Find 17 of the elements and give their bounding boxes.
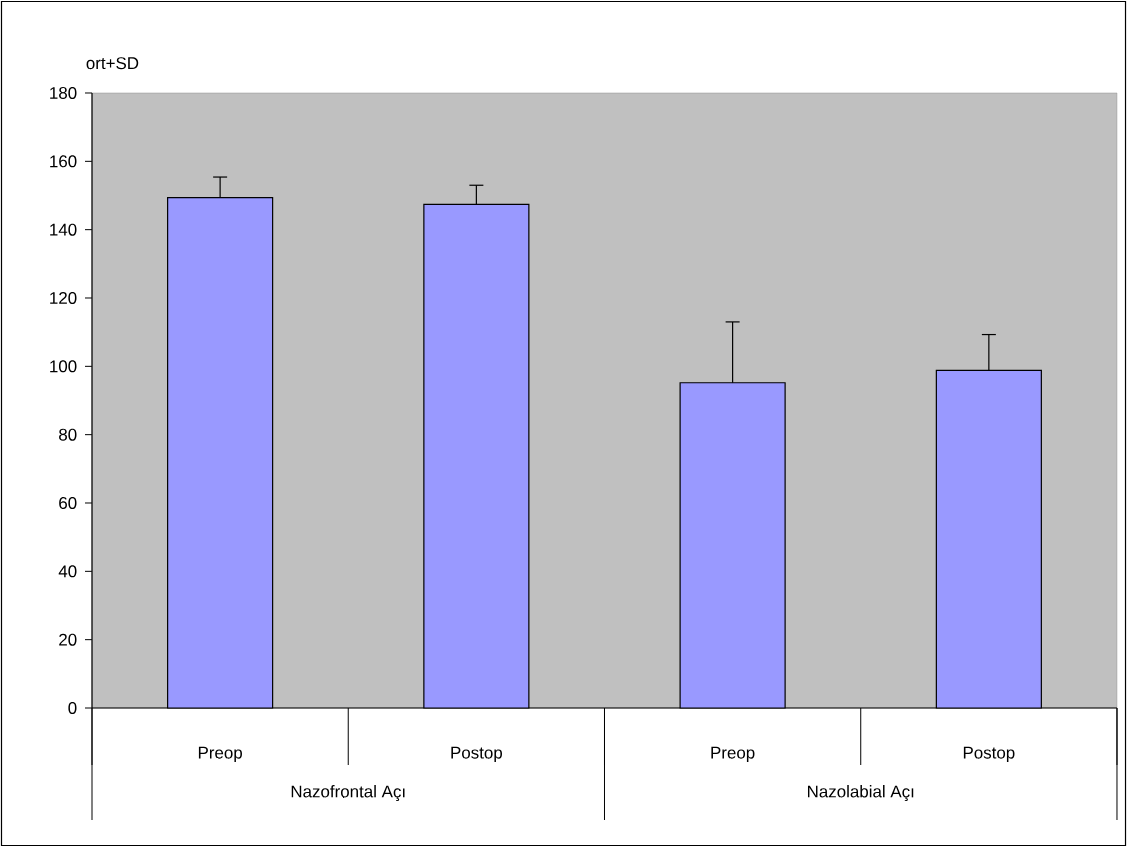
y-tick-label: 60 xyxy=(59,497,77,509)
y-tick-label: 100 xyxy=(50,360,77,373)
x-tick-label: Preop xyxy=(711,746,755,763)
y-tick-label: 40 xyxy=(58,565,77,578)
y-axis-title: ort+SD xyxy=(86,57,139,70)
y-tick-label: 20 xyxy=(59,633,77,646)
y-tick-label: 140 xyxy=(50,223,77,236)
text: Nazolabial Açı xyxy=(807,785,914,801)
text: Nazofrontal Açı xyxy=(291,785,405,801)
x-tick-label: Preop xyxy=(198,746,242,763)
y-tick-label: 120 xyxy=(50,292,77,304)
x-tick-label: Postop xyxy=(963,746,1015,763)
y-tick-label: 160 xyxy=(50,155,77,168)
y-tick-label: 0 xyxy=(68,702,77,714)
x-tick-label: Postop xyxy=(451,746,503,763)
y-tick-label: 80 xyxy=(59,428,77,441)
y-tick-label: 180 xyxy=(50,86,77,99)
